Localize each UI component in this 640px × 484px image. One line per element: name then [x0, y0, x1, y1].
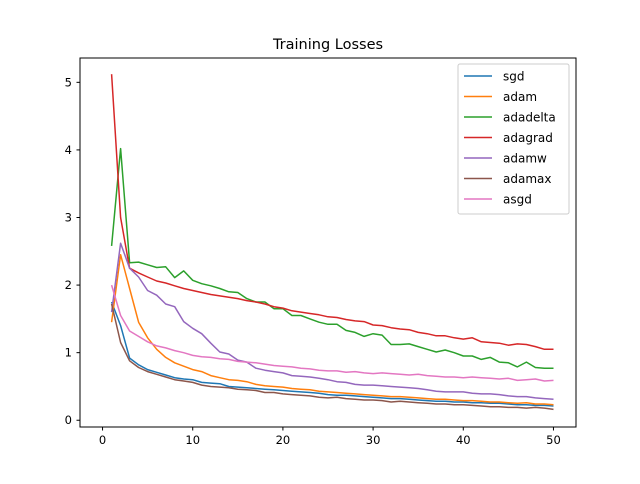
legend-box: [457, 63, 570, 215]
legend-label: asgd: [503, 193, 532, 207]
y-axis: 0 1 2 3 4 5: [65, 75, 80, 427]
legend-item-sgd: sgd: [464, 70, 525, 84]
legend-label: adadelta: [503, 111, 556, 125]
y-tick-label: 2: [65, 278, 72, 292]
y-tick-label: 0: [65, 413, 72, 427]
series-line-adamax: [110, 303, 554, 411]
x-tick-label: 10: [185, 433, 200, 447]
legend-item-adamax: adamax: [464, 172, 551, 186]
x-tick-label: 30: [366, 433, 381, 447]
chart-title: Training Losses: [272, 37, 383, 53]
y-tick-label: 3: [65, 210, 72, 224]
x-axis: 0 10 20 30 40 50: [99, 427, 561, 447]
legend: sgd adam adadelta adagrad adamw adamax asgd: [457, 63, 570, 215]
plot-area: [110, 74, 554, 411]
series-line-asgd: [110, 284, 554, 382]
legend-item-adagrad: adagrad: [464, 131, 553, 145]
series-line-sgd: [110, 301, 554, 407]
legend-label: sgd: [503, 70, 525, 84]
x-tick-label: 40: [456, 433, 471, 447]
legend-label: adam: [503, 90, 537, 104]
series-line-adam: [110, 253, 554, 406]
legend-item-adam: adam: [464, 90, 537, 104]
x-tick-label: 0: [99, 433, 106, 447]
y-tick-label: 1: [65, 346, 72, 360]
y-tick-label: 5: [65, 75, 72, 89]
x-tick-label: 20: [276, 433, 291, 447]
legend-label: adamw: [503, 152, 547, 166]
series-line-adagrad: [110, 74, 554, 351]
y-tick-label: 4: [65, 143, 72, 157]
legend-item-asgd: asgd: [464, 193, 532, 207]
series-line-adadelta: [110, 147, 554, 369]
series-line-adamw: [110, 242, 554, 401]
legend-item-adadelta: adadelta: [464, 111, 556, 125]
x-tick-label: 50: [546, 433, 561, 447]
legend-label: adagrad: [503, 131, 553, 145]
legend-item-adamw: adamw: [464, 152, 547, 166]
axes-frame: [79, 57, 577, 428]
legend-label: adamax: [503, 172, 551, 186]
